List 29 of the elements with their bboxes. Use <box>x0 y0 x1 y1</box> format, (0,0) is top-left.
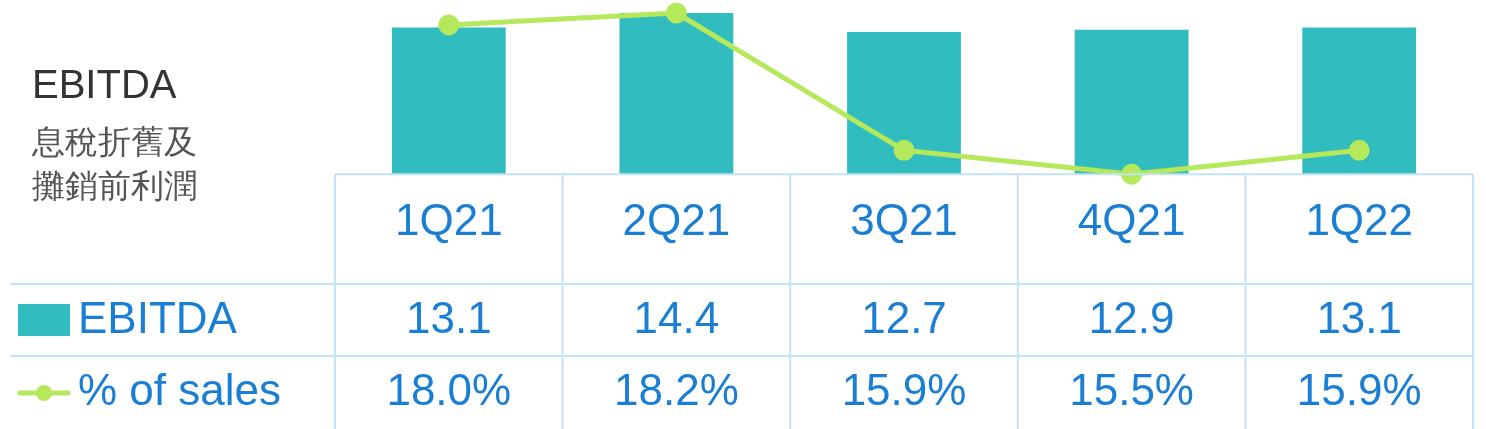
bar <box>1302 27 1417 175</box>
bar <box>847 32 961 175</box>
data-label: 15.5% <box>1069 365 1194 415</box>
data-label: 13.1 <box>1316 293 1403 343</box>
x-tick-label: 4Q21 <box>1077 194 1186 244</box>
data-label: 15.9% <box>841 365 967 415</box>
x-tick-label: 1Q21 <box>394 194 503 244</box>
data-label: 14.4 <box>633 293 720 343</box>
data-label: 12.9 <box>1088 293 1175 343</box>
data-label: 18.0% <box>386 365 512 415</box>
data-label: 13.1 <box>405 293 492 343</box>
data-label: 15.9% <box>1296 365 1422 415</box>
data-label: 18.2% <box>614 365 739 415</box>
x-tick-label: 3Q21 <box>850 194 958 244</box>
point <box>893 139 915 161</box>
bar <box>1074 29 1189 175</box>
legend-label: % of sales <box>78 365 281 415</box>
point <box>665 2 687 24</box>
text: EBITDA <box>32 62 177 107</box>
data-label: 12.7 <box>861 293 947 343</box>
x-tick-label: 2Q21 <box>622 194 731 244</box>
point <box>438 14 460 36</box>
point <box>1348 139 1370 161</box>
legend-label: EBITDA <box>78 293 238 343</box>
point <box>1121 163 1143 185</box>
bar <box>619 13 734 175</box>
x-tick-label: 1Q22 <box>1305 194 1414 244</box>
bar <box>391 27 506 175</box>
text: 息稅折舊及攤銷前利潤 <box>32 121 198 207</box>
